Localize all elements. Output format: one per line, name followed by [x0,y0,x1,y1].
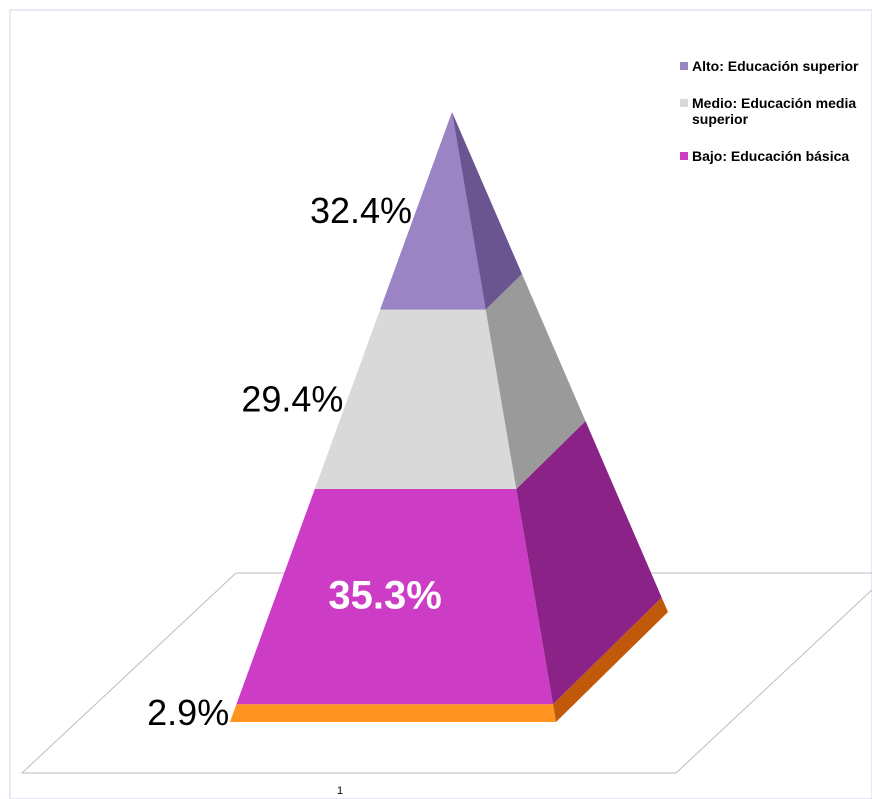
segment-front [230,704,556,722]
legend-swatch [680,62,688,70]
data-label: 32.4% [310,190,412,231]
legend-item: Bajo: Educación básica [678,148,868,164]
chart-frame [9,9,872,799]
legend: Alto: Educación superior Medio: Educación… [678,58,868,185]
data-label: 35.3% [328,574,441,618]
legend-label: Alto: Educación superior [692,58,859,74]
segment-side [516,421,662,705]
legend-item: Alto: Educación superior [678,58,868,74]
x-tick-label: 1 [337,785,343,797]
segment-front [236,489,553,705]
legend-swatch [680,152,688,160]
data-label: 29.4% [241,378,343,419]
segment-side [553,597,668,722]
segment-side [452,112,522,310]
legend-swatch [680,99,688,107]
data-label: 2.9% [147,692,229,733]
legend-label: Medio: Educación media superior [692,95,857,127]
legend-item: Medio: Educación media superior [678,95,868,127]
floor [20,572,872,774]
segment-front [380,112,486,310]
legend-label: Bajo: Educación básica [692,148,850,164]
segment-front [314,309,517,489]
segment-side [485,274,586,489]
